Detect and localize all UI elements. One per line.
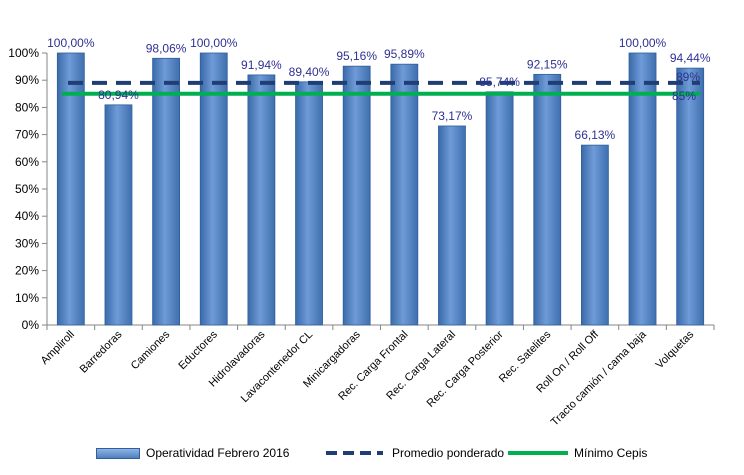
bar — [580, 144, 609, 326]
legend: Operatividad Febrero 2016 Promedio ponde… — [0, 438, 744, 468]
bar — [56, 52, 85, 326]
bar-value-label: 95,16% — [336, 49, 377, 63]
bar — [676, 67, 705, 326]
bar-value-label: 92,15% — [527, 57, 568, 71]
category-label: Tracto camión / cama baja — [549, 328, 649, 428]
category-label: Ampliroll — [39, 329, 77, 367]
y-tick-label: 100% — [8, 46, 39, 60]
bar — [438, 125, 466, 326]
legend-item-operatividad: Operatividad Febrero 2016 — [96, 438, 289, 468]
category-label: Volquetas — [654, 328, 697, 371]
y-tick-label: 50% — [15, 182, 39, 196]
y-tick-label: 80% — [15, 100, 39, 114]
bar-value-label: 85,74% — [479, 75, 520, 89]
legend-label-promedio: Promedio ponderado — [392, 446, 505, 460]
bar-value-label: 80,94% — [98, 88, 139, 102]
bar-value-label: 100,00% — [619, 36, 667, 50]
bar-value-label: 94,44% — [670, 51, 711, 65]
legend-label-operatividad: Operatividad Febrero 2016 — [146, 446, 290, 460]
minimo-value-label: 85% — [672, 89, 696, 103]
bar-value-label: 98,06% — [146, 41, 187, 55]
bar — [247, 74, 276, 326]
bar-value-label: 100,00% — [190, 36, 238, 50]
bar — [342, 65, 371, 326]
legend-item-promedio: Promedio ponderado — [326, 438, 504, 468]
y-tick-label: 0% — [22, 318, 40, 332]
legend-swatch-bar — [96, 447, 140, 459]
bar-value-label: 73,17% — [432, 109, 473, 123]
y-tick-label: 30% — [15, 236, 39, 250]
legend-swatch-dashed — [326, 448, 386, 458]
y-tick-label: 40% — [15, 209, 39, 223]
promedio-value-label: 89% — [676, 70, 700, 84]
bar — [104, 104, 133, 326]
bar — [295, 81, 323, 326]
category-label: Camiones — [129, 328, 173, 372]
chart-area: 0% 10% 20% 30% 40% 50% 60% 70% 80% 90% 100% 100,00%… — [8, 36, 715, 428]
bar — [533, 73, 562, 326]
bar-value-label: 95,89% — [384, 47, 425, 61]
legend-item-minimo: Mínimo Cepis — [508, 438, 647, 468]
y-tick-label: 10% — [15, 291, 39, 305]
y-tick-label: 60% — [15, 155, 39, 169]
bar — [152, 57, 181, 326]
bar — [485, 91, 514, 326]
y-tick-label: 90% — [15, 73, 39, 87]
category-label: Barredoras — [78, 328, 125, 375]
y-tick-label: 20% — [15, 264, 39, 278]
bar — [628, 52, 657, 326]
bar — [199, 52, 228, 326]
y-tick-label: 70% — [15, 128, 39, 142]
legend-swatch-line — [508, 451, 568, 455]
bar — [390, 63, 419, 326]
category-label: Eductores — [176, 328, 220, 372]
bar-value-label: 91,94% — [241, 58, 282, 72]
bar-value-label: 100,00% — [47, 36, 95, 50]
bar-value-label: 89,40% — [289, 65, 330, 79]
legend-label-minimo: Mínimo Cepis — [574, 446, 648, 460]
bar-value-label: 66,13% — [575, 128, 616, 142]
